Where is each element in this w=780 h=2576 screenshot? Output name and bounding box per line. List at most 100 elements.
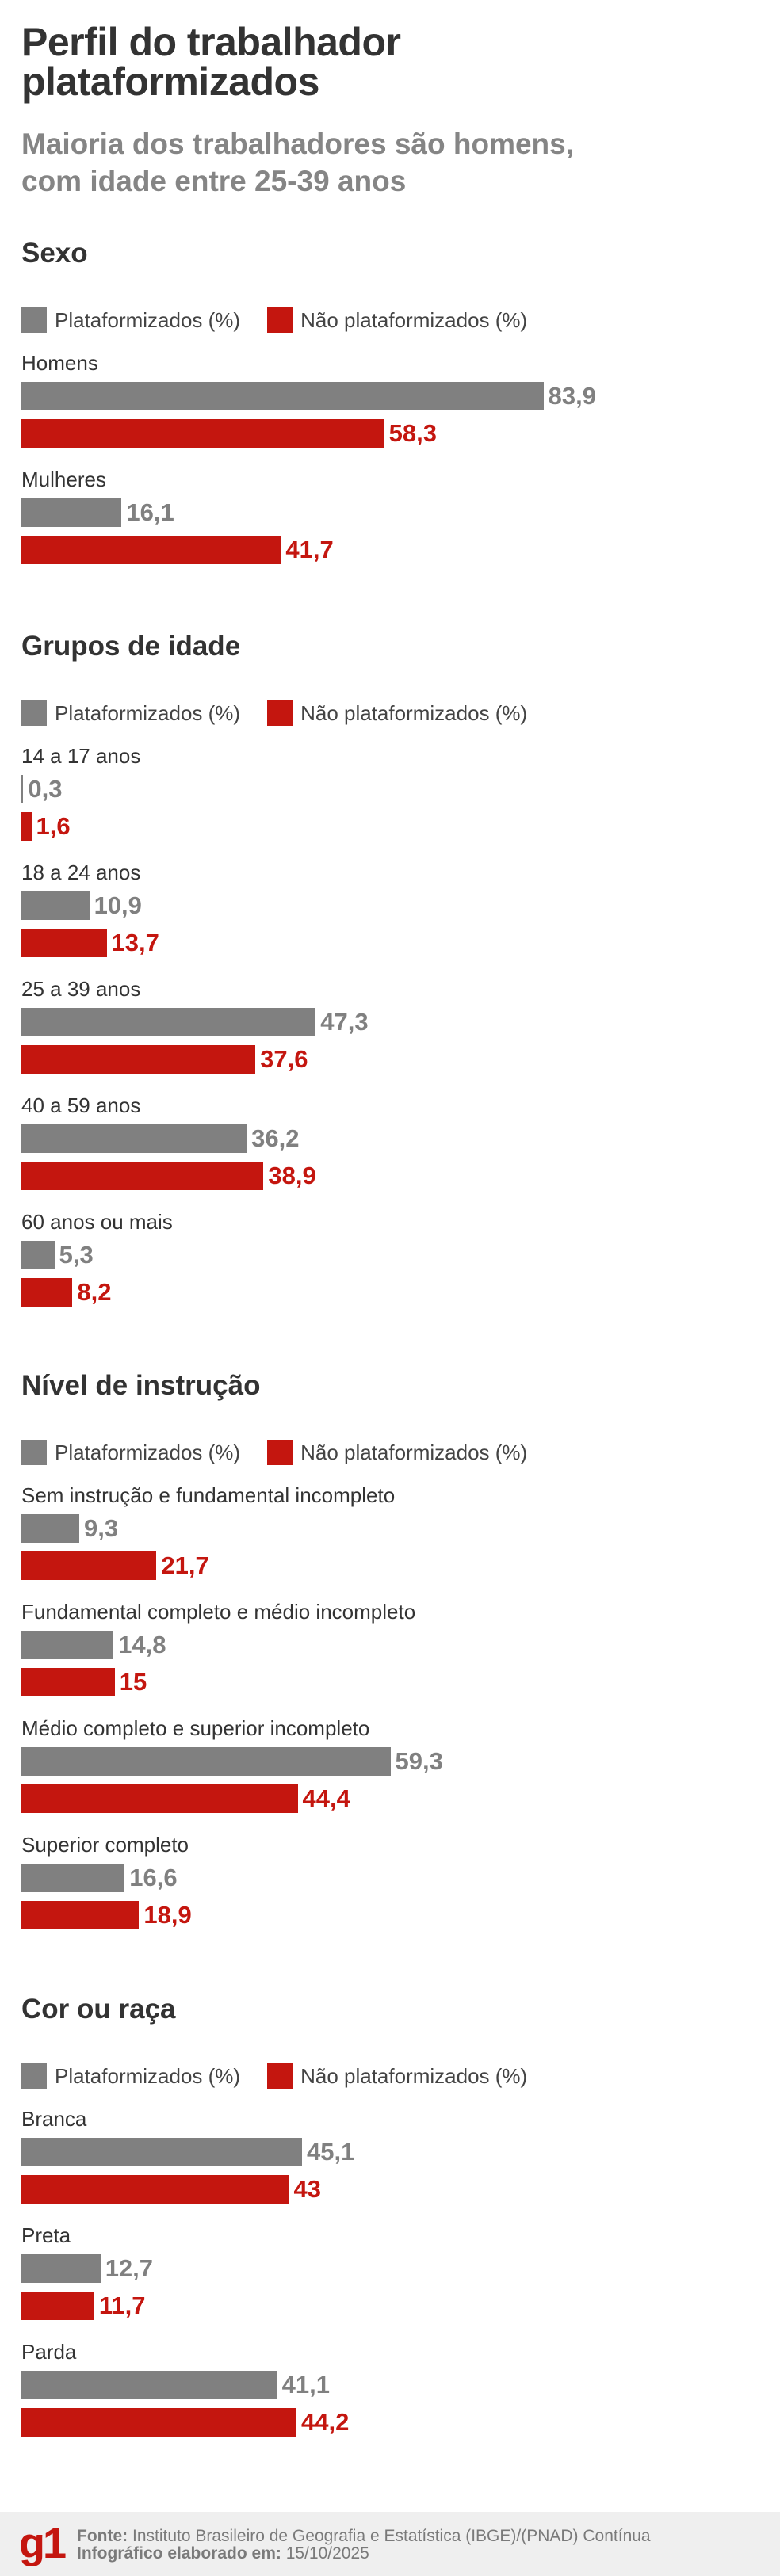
data-label: 11,7 [98, 2292, 146, 2319]
bar-nao-plataformizados [21, 1551, 157, 1580]
bar-row: 44,4 [21, 1784, 759, 1813]
data-label: 36,2 [251, 1124, 300, 1152]
legend: Plataformizados (%) Não plataformizados (… [21, 700, 759, 726]
bar-row: 1,6 [21, 812, 759, 841]
data-label: 59,3 [395, 1747, 443, 1775]
bar-row: 58,3 [21, 419, 759, 448]
bar-row: 9,3 [21, 1514, 759, 1543]
bar-plataformizados [21, 382, 544, 410]
data-label: 37,6 [260, 1045, 308, 1073]
bar-groups: 14 a 17 anos 0,3 1,6 18 a 24 anos 10,9 13,7 25… [21, 743, 759, 1326]
category-group: Homens 83,9 58,3 [21, 350, 759, 467]
source-text: Instituto Brasileiro de Geografia e Esta… [132, 2527, 651, 2545]
category-group: Mulheres 16,1 41,7 [21, 467, 759, 583]
category-label: Fundamental completo e médio incompleto [21, 1600, 416, 1624]
bar-nao-plataformizados [21, 2175, 289, 2204]
bar-plataformizados [21, 2138, 303, 2166]
date-text: 15/10/2025 [285, 2544, 369, 2563]
legend-swatch [21, 307, 47, 333]
bar-plataformizados [21, 891, 90, 920]
bar-row: 0,3 [21, 775, 759, 803]
bar-nao-plataformizados [21, 929, 107, 957]
bar-row: 45,1 [21, 2138, 759, 2166]
footer-text: Fonte: Instituto Brasileiro de Geografia… [77, 2528, 651, 2563]
bar-nao-plataformizados [21, 2408, 296, 2437]
data-label: 58,3 [388, 419, 437, 447]
category-label: Parda [21, 2340, 77, 2364]
legend-swatch [267, 307, 293, 333]
bar-row: 13,7 [21, 929, 759, 957]
bar-nao-plataformizados [21, 812, 32, 841]
legend: Plataformizados (%) Não plataformizados (… [21, 307, 759, 333]
data-label: 0,3 [28, 775, 63, 803]
data-label: 18,9 [143, 1901, 192, 1929]
subtitle-line: Maioria dos trabalhadores são homens, [21, 128, 575, 160]
data-label: 8,2 [77, 1278, 112, 1306]
data-label: 41,1 [281, 2371, 330, 2399]
title-line: plataformizados [21, 59, 319, 104]
category-label: Sem instrução e fundamental incompleto [21, 1483, 396, 1507]
bar-row: 41,1 [21, 2371, 759, 2399]
bar-row: 16,1 [21, 498, 759, 527]
section-title: Cor ou raça [21, 1994, 176, 2025]
data-label: 1,6 [36, 812, 71, 840]
legend-label: Não plataformizados (%) [300, 2063, 528, 2088]
section-title: Sexo [21, 238, 88, 269]
category-label: Mulheres [21, 467, 106, 491]
category-group: Superior completo 16,6 18,9 [21, 1832, 759, 1948]
bar-groups: Homens 83,9 58,3 Mulheres 16,1 41,7 [21, 350, 759, 583]
section-title: Nível de instrução [21, 1370, 261, 1401]
legend: Plataformizados (%) Não plataformizados (… [21, 1440, 759, 1465]
date-label: Infográfico elaborado em: [77, 2544, 281, 2563]
bar-row: 36,2 [21, 1124, 759, 1153]
data-label: 45,1 [307, 2138, 355, 2166]
data-label: 10,9 [94, 891, 142, 919]
bar-nao-plataformizados [21, 2292, 94, 2320]
legend-item: Não plataformizados (%) [267, 307, 527, 333]
bar-plataformizados [21, 1241, 55, 1269]
legend-swatch [21, 700, 47, 726]
legend-item: Não plataformizados (%) [267, 700, 527, 726]
chart-section: Grupos de idade Plataformizados (%) Não pl… [21, 631, 759, 1326]
category-group: 60 anos ou mais 5,3 8,2 [21, 1209, 759, 1326]
title-line: Perfil do trabalhador [21, 20, 401, 64]
category-label: Médio completo e superior incompleto [21, 1716, 370, 1740]
data-label: 47,3 [320, 1008, 369, 1036]
bar-nao-plataformizados [21, 536, 281, 564]
category-label: Preta [21, 2223, 71, 2247]
category-label: 18 a 24 anos [21, 861, 141, 884]
data-label: 38,9 [268, 1162, 316, 1189]
category-label: 40 a 59 anos [21, 1093, 141, 1117]
legend-label: Não plataformizados (%) [300, 307, 528, 332]
bar-row: 5,3 [21, 1241, 759, 1269]
data-label: 44,4 [302, 1784, 350, 1812]
data-label: 21,7 [161, 1551, 209, 1579]
category-group: Fundamental completo e médio incompleto 1… [21, 1599, 759, 1715]
bar-plataformizados [21, 1747, 391, 1776]
legend-item: Não plataformizados (%) [267, 1440, 527, 1465]
bar-plataformizados [21, 1008, 316, 1036]
category-label: Superior completo [21, 1833, 189, 1857]
legend-label: Plataformizados (%) [55, 700, 241, 725]
data-label: 16,6 [129, 1864, 178, 1891]
bar-plataformizados [21, 775, 24, 803]
legend-swatch [267, 700, 293, 726]
bar-plataformizados [21, 1124, 247, 1153]
bar-row: 15 [21, 1668, 759, 1696]
bar-row: 41,7 [21, 536, 759, 564]
data-label: 44,2 [300, 2408, 350, 2436]
category-group: Preta 12,7 11,7 [21, 2223, 759, 2339]
legend-label: Plataformizados (%) [55, 307, 241, 332]
bar-groups: Branca 45,1 43 Preta 12,7 11,7 Parda 41,1 44,2 [21, 2106, 759, 2456]
category-group: 18 a 24 anos 10,9 13,7 [21, 860, 759, 976]
bar-groups: Sem instrução e fundamental incompleto 9,… [21, 1483, 759, 1948]
bar-row: 37,6 [21, 1045, 759, 1074]
legend-swatch [267, 2063, 293, 2089]
bar-nao-plataformizados [21, 1162, 264, 1190]
legend-label: Não plataformizados (%) [300, 1440, 528, 1464]
category-label: Branca [21, 2107, 87, 2131]
legend-label: Plataformizados (%) [55, 2063, 241, 2088]
bar-row: 11,7 [21, 2292, 759, 2320]
category-label: Homens [21, 351, 98, 375]
data-label: 14,8 [118, 1631, 166, 1658]
